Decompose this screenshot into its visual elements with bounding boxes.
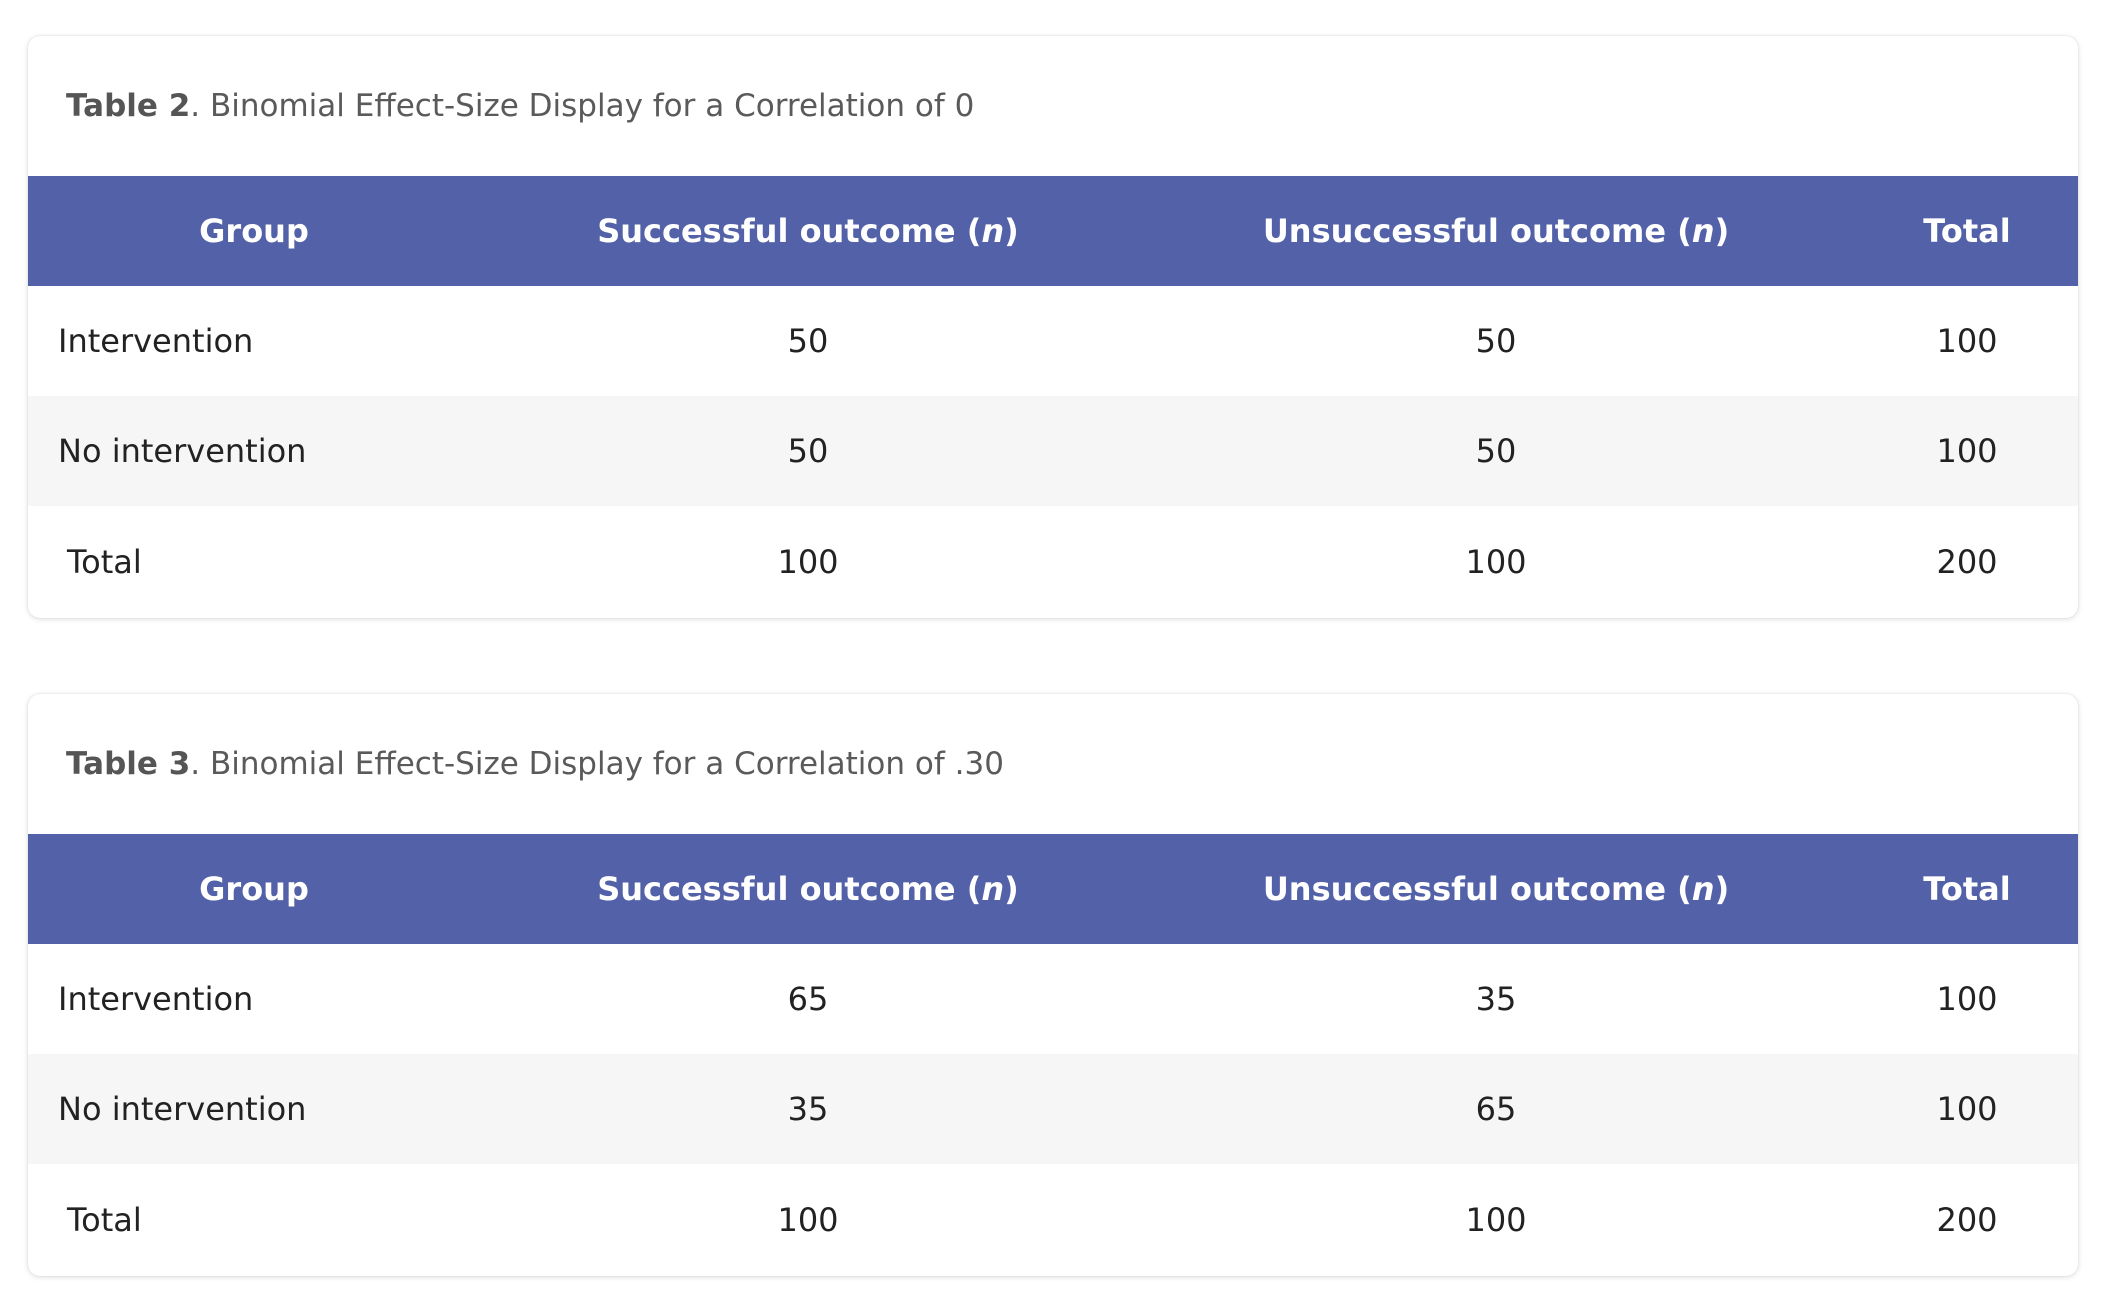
table-row-total: Total 100 100 200	[28, 506, 2078, 618]
caption-text: . Binomial Effect-Size Display for a Cor…	[190, 746, 1004, 782]
cell-group: No intervention	[58, 1090, 307, 1128]
header-row: Group Successful outcome (n) Unsuccessfu…	[28, 834, 2078, 944]
header-unsuccessful-prefix: Unsuccessful outcome (	[1262, 870, 1692, 908]
cell-successful: 65	[787, 980, 829, 1018]
cell-group: Intervention	[58, 322, 254, 360]
data-table: Group Successful outcome (n) Unsuccessfu…	[28, 176, 2078, 618]
header-successful-suffix: )	[1004, 870, 1019, 908]
header-successful-prefix: Successful outcome (	[597, 870, 982, 908]
cell-total: 100	[1936, 432, 1998, 470]
header-successful: Successful outcome (n)	[480, 176, 1136, 286]
header-row: Group Successful outcome (n) Unsuccessfu…	[28, 176, 2078, 286]
caption-label: Table 2	[66, 88, 191, 124]
header-unsuccessful-var: n	[1691, 870, 1715, 908]
cell-group: Intervention	[58, 980, 254, 1018]
cell-group: Total	[67, 1201, 142, 1239]
table-row: No intervention 35 65 100	[28, 1054, 2078, 1164]
cell-successful: 35	[787, 1090, 829, 1128]
cell-unsuccessful: 65	[1475, 1090, 1517, 1128]
header-successful-var: n	[981, 212, 1005, 250]
table-caption: Table 2. Binomial Effect-Size Display fo…	[28, 36, 2078, 176]
cell-successful: 50	[787, 432, 829, 470]
cell-total: 200	[1936, 543, 1998, 581]
cell-group: Total	[67, 543, 142, 581]
caption-text: . Binomial Effect-Size Display for a Cor…	[190, 88, 975, 124]
caption-label: Table 3	[66, 746, 191, 782]
table-row-total: Total 100 100 200	[28, 1164, 2078, 1276]
header-total: Total	[1923, 870, 2011, 908]
table-row: Intervention 50 50 100	[28, 286, 2078, 396]
header-unsuccessful-suffix: )	[1714, 870, 1730, 908]
header-successful-suffix: )	[1004, 212, 1019, 250]
header-unsuccessful: Unsuccessful outcome (n)	[1136, 176, 1856, 286]
header-successful-prefix: Successful outcome (	[597, 212, 982, 250]
header-unsuccessful-suffix: )	[1714, 212, 1730, 250]
cell-unsuccessful: 50	[1475, 432, 1517, 470]
header-total: Total	[1923, 212, 2011, 250]
header-unsuccessful-prefix: Unsuccessful outcome (	[1262, 212, 1692, 250]
header-unsuccessful-var: n	[1691, 212, 1715, 250]
cell-unsuccessful: 35	[1475, 980, 1517, 1018]
table-row: No intervention 50 50 100	[28, 396, 2078, 506]
cell-unsuccessful: 100	[1465, 543, 1527, 581]
table-card-2: Table 2. Binomial Effect-Size Display fo…	[28, 36, 2078, 618]
cell-successful: 100	[777, 543, 839, 581]
cell-total: 100	[1936, 1090, 1998, 1128]
table-card-3: Table 3. Binomial Effect-Size Display fo…	[28, 694, 2078, 1276]
header-group: Group	[199, 212, 309, 250]
cell-total: 100	[1936, 980, 1998, 1018]
header-successful: Successful outcome (n)	[480, 834, 1136, 944]
cell-unsuccessful: 100	[1465, 1201, 1527, 1239]
cell-group: No intervention	[58, 432, 307, 470]
cell-successful: 100	[777, 1201, 839, 1239]
header-successful-var: n	[981, 870, 1005, 908]
cell-total: 100	[1936, 322, 1998, 360]
header-group: Group	[199, 870, 309, 908]
cell-total: 200	[1936, 1201, 1998, 1239]
header-unsuccessful: Unsuccessful outcome (n)	[1136, 834, 1856, 944]
data-table: Group Successful outcome (n) Unsuccessfu…	[28, 834, 2078, 1276]
table-row: Intervention 65 35 100	[28, 944, 2078, 1054]
cell-successful: 50	[787, 322, 829, 360]
cell-unsuccessful: 50	[1475, 322, 1517, 360]
table-caption: Table 3. Binomial Effect-Size Display fo…	[28, 694, 2078, 834]
